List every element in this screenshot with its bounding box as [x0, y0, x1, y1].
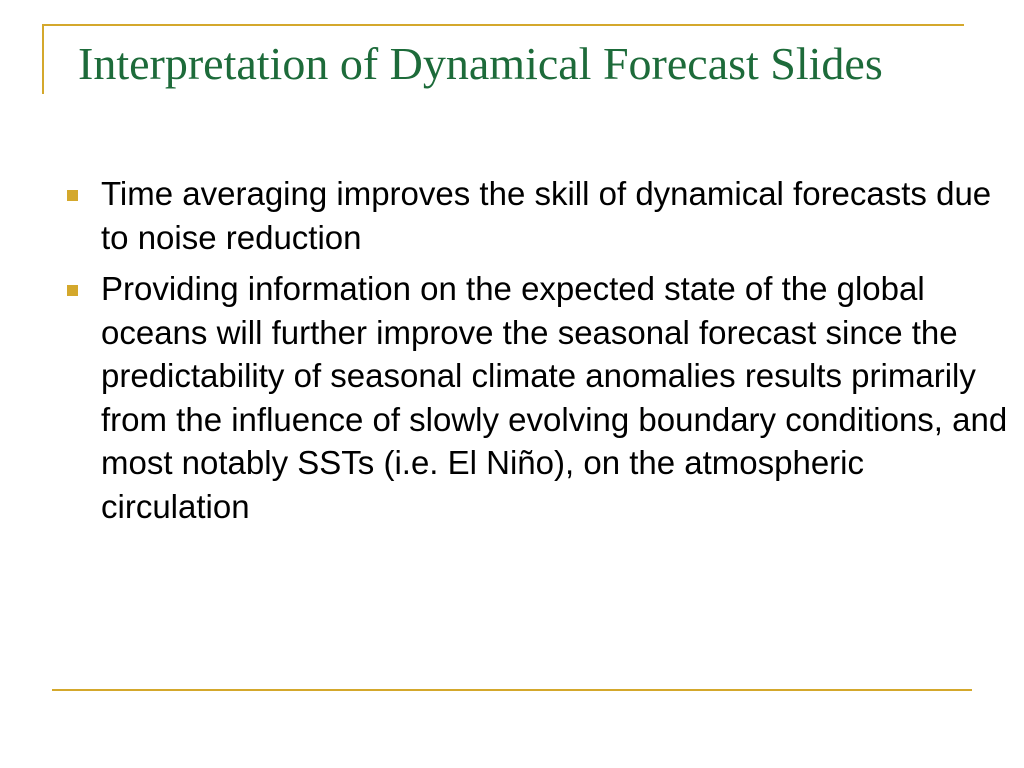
- square-bullet-icon: [67, 285, 78, 296]
- bullet-list: Time averaging improves the skill of dyn…: [60, 172, 1010, 536]
- bullet-item: Providing information on the expected st…: [60, 267, 1010, 528]
- bullet-text: Time averaging improves the skill of dyn…: [101, 175, 992, 256]
- bullet-text: Providing information on the expected st…: [101, 270, 1008, 525]
- footer-rule: [52, 689, 972, 691]
- square-bullet-icon: [67, 190, 78, 201]
- title-frame-top-rule: [42, 24, 964, 26]
- slide-title: Interpretation of Dynamical Forecast Sli…: [78, 38, 883, 89]
- bullet-item: Time averaging improves the skill of dyn…: [60, 172, 1010, 259]
- title-frame-left-rule: [42, 24, 44, 94]
